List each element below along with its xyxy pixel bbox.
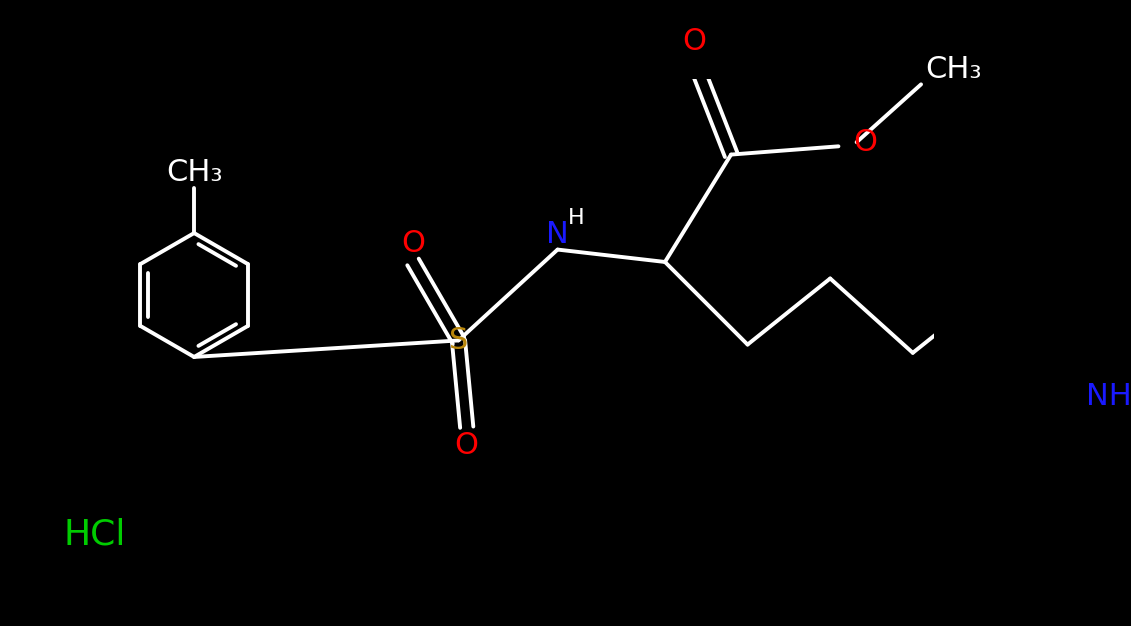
Text: HCl: HCl [63, 518, 127, 552]
Text: O: O [455, 431, 478, 460]
Text: CH₃: CH₃ [166, 158, 223, 187]
Text: S: S [449, 326, 468, 355]
Text: H: H [568, 208, 584, 228]
Text: O: O [853, 128, 878, 156]
Text: O: O [682, 27, 706, 56]
Text: O: O [402, 229, 425, 259]
Text: N: N [546, 220, 569, 249]
Text: NH₂: NH₂ [1086, 382, 1131, 411]
Text: CH₃: CH₃ [925, 55, 982, 84]
